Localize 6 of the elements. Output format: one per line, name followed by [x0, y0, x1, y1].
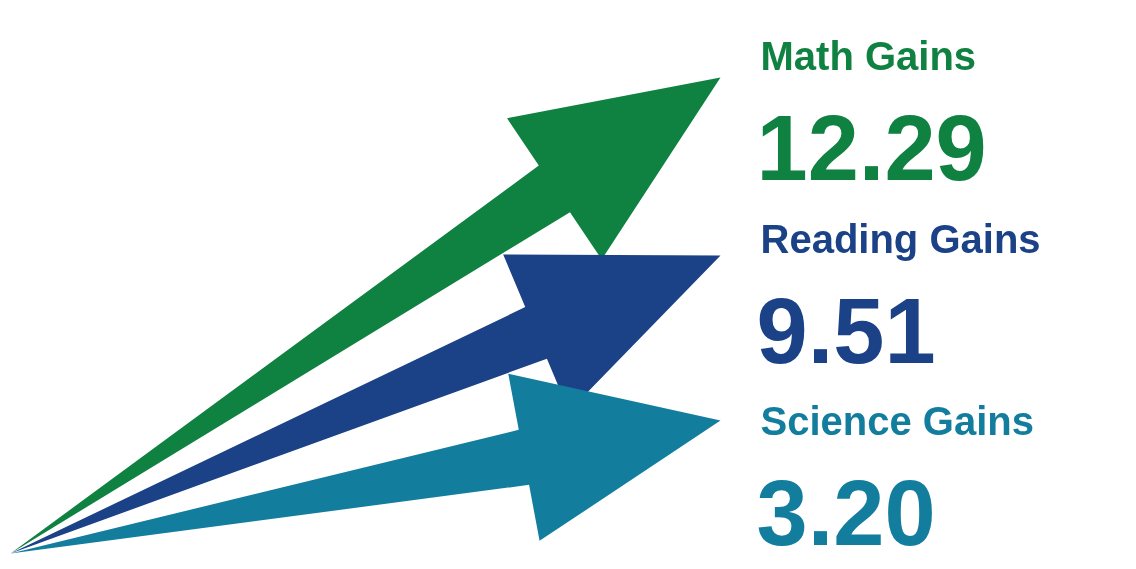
data-label: 3.20 [756, 461, 936, 564]
data-label: 9.51 [756, 279, 936, 382]
category-label: Reading Gains [760, 216, 1041, 261]
category-label: Science Gains [760, 398, 1034, 443]
data-label: 12.29 [756, 96, 987, 199]
category-label: Math Gains [760, 33, 977, 78]
